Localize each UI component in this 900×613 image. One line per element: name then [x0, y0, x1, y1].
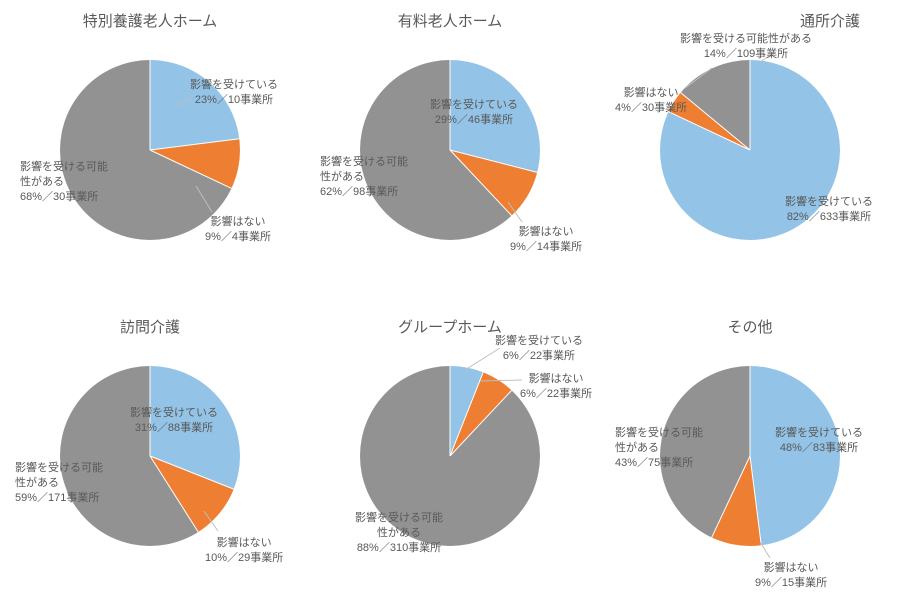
panel-2: 通所介護影響を受けている82%／633事業所 影響はない4%／30事業所 影響を受け…	[600, 0, 900, 306]
pie-wrap	[360, 60, 540, 240]
slice-label-none: 影響はない4%／30事業所	[615, 86, 687, 116]
panel-1: 有料老人ホーム影響を受けている29%／46事業所影響はない9%／14事業所 影響を…	[300, 0, 600, 306]
panel-5: その他影響を受けている48%／83事業所影響はない9%／15事業所 影響を受ける可…	[600, 306, 900, 612]
chart-title: 特別養護老人ホーム	[0, 10, 300, 31]
chart-title: 訪問介護	[0, 316, 300, 337]
chart-title: 有料老人ホーム	[300, 10, 600, 31]
slice-label-possible: 影響を受ける可能性がある88%／310事業所	[355, 511, 443, 556]
panel-3: 訪問介護影響を受けている31%／88事業所影響はない10%／29事業所 影響を受け…	[0, 306, 300, 612]
slice-label-none: 影響はない9%／4事業所	[205, 215, 271, 245]
slice-label-none: 影響はない6%／22事業所	[520, 372, 592, 402]
slice-label-possible: 影響を受ける可能性がある14%／109事業所	[680, 32, 812, 62]
chart-grid: 特別養護老人ホーム影響を受けている23%／10事業所影響はない9%／4事業所影響…	[0, 0, 900, 613]
slice-label-possible: 影響を受ける可能性がある68%／30事業所	[20, 160, 108, 205]
slice-label-affected: 影響を受けている31%／88事業所	[130, 406, 218, 436]
slice-label-possible: 影響を受ける可能性がある59%／171事業所	[15, 461, 103, 506]
slice-label-none: 影響はない9%／14事業所	[510, 225, 582, 255]
pie-wrap	[60, 366, 240, 546]
slice-label-affected: 影響を受けている82%／633事業所	[785, 195, 873, 225]
slice-label-none: 影響はない10%／29事業所	[205, 536, 283, 566]
slice-label-none: 影響はない9%／15事業所	[755, 561, 827, 591]
slice-label-possible: 影響を受ける可能性がある62%／98事業所	[320, 155, 408, 200]
slice-label-possible: 影響を受ける可能性がある43%／75事業所	[615, 426, 703, 471]
slice-label-affected: 影響を受けている6%／22事業所	[495, 334, 583, 364]
panel-0: 特別養護老人ホーム影響を受けている23%／10事業所影響はない9%／4事業所 影響…	[0, 0, 300, 306]
panel-4: グループホーム影響を受けている6%／22事業所影響はない6%／22事業所影響を受…	[300, 306, 600, 612]
slice-label-affected: 影響を受けている48%／83事業所	[775, 426, 863, 456]
chart-title: 通所介護	[600, 10, 900, 31]
slice-label-affected: 影響を受けている23%／10事業所	[190, 78, 278, 108]
chart-title: その他	[600, 316, 900, 337]
slice-label-affected: 影響を受けている29%／46事業所	[430, 98, 518, 128]
